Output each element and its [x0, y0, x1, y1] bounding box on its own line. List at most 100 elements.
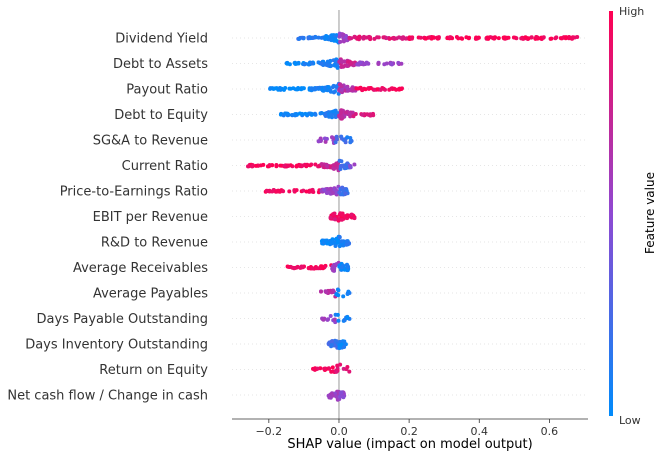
shap-point [523, 35, 528, 40]
shap-point [316, 60, 321, 65]
shap-point [305, 163, 310, 168]
shap-point [300, 35, 305, 40]
shap-point [323, 139, 328, 144]
feature-label: SG&A to Revenue [93, 134, 208, 149]
shap-point [326, 190, 331, 195]
x-axis-title: SHAP value (impact on model output) [287, 437, 532, 452]
shap-point [339, 265, 344, 270]
shap-point [392, 86, 397, 91]
shap-point [334, 394, 339, 399]
shap-point [246, 164, 250, 169]
shap-point [341, 395, 346, 400]
shap-point [268, 86, 273, 91]
shap-point [376, 62, 381, 66]
shap-point [333, 163, 338, 168]
shap-point [339, 390, 344, 395]
shap-point [328, 314, 333, 318]
shap-point [354, 86, 359, 91]
shap-point [368, 86, 373, 90]
shap-point [306, 266, 311, 271]
shap-point [314, 266, 319, 271]
shap-point [311, 366, 315, 371]
shap-point [332, 217, 337, 222]
shap-point [567, 35, 572, 39]
shap-point [344, 110, 349, 115]
colorbar-high-label: High [619, 5, 644, 18]
shap-point [339, 164, 344, 168]
shap-point [282, 87, 286, 92]
shap-point [310, 112, 315, 117]
shap-point [339, 134, 344, 139]
shap-point [334, 137, 339, 142]
shap-point [332, 63, 337, 68]
shap-point [378, 87, 383, 92]
shap-point [284, 111, 289, 116]
shap-point [340, 64, 345, 69]
shap-point [345, 64, 350, 68]
feature-label: Days Inventory Outstanding [25, 338, 208, 353]
shap-point [382, 62, 387, 67]
shap-point [486, 35, 491, 40]
shap-point [333, 338, 337, 343]
shap-point [430, 35, 435, 40]
shap-point [324, 290, 329, 295]
x-tick-label: −0.2 [255, 425, 282, 438]
shap-point [418, 35, 423, 40]
shap-point [366, 61, 371, 66]
shap-point [313, 35, 318, 40]
shap-point [333, 37, 337, 42]
shap-point [303, 111, 308, 116]
shap-point [349, 61, 354, 66]
shap-point [329, 342, 334, 347]
shap-point [311, 190, 316, 194]
shap-point [287, 189, 292, 194]
shap-point [549, 36, 554, 41]
shap-point [348, 165, 353, 170]
shap-point [357, 34, 362, 39]
shap-point [264, 188, 269, 193]
shap-point [334, 262, 339, 267]
shap-point [345, 135, 350, 140]
feature-label: Debt to Assets [113, 57, 208, 72]
shap-point [344, 242, 349, 247]
shap-point [332, 317, 337, 322]
shap-point [339, 342, 344, 347]
shap-point [399, 87, 404, 91]
shap-point [306, 62, 311, 67]
shap-point [329, 112, 334, 117]
shap-point [337, 235, 342, 240]
shap-point [282, 163, 287, 168]
shap-point [293, 61, 298, 66]
shap-point [409, 36, 414, 41]
feature-label: R&D to Revenue [101, 236, 208, 251]
shap-point [339, 87, 344, 92]
shap-point [336, 288, 341, 293]
shap-point [271, 86, 276, 91]
shap-point [558, 36, 563, 41]
shap-point [330, 135, 334, 140]
shap-point [295, 264, 300, 269]
shap-point [277, 86, 282, 90]
shap-point [328, 88, 333, 93]
shap-point [296, 86, 301, 91]
shap-point [456, 36, 461, 41]
colorbar-low-label: Low [619, 414, 641, 427]
shap-point [340, 185, 345, 190]
shap-point [352, 216, 357, 221]
shap-point [360, 88, 365, 93]
shap-point [310, 61, 315, 66]
shap-point [294, 188, 299, 193]
shap-point [381, 35, 386, 40]
shap-point [348, 140, 353, 145]
shap-point [496, 36, 501, 41]
shap-point [348, 136, 353, 140]
shap-point [322, 187, 327, 192]
shap-point [331, 83, 336, 88]
shap-point [347, 36, 352, 41]
shap-point [326, 85, 331, 90]
shap-point [330, 339, 334, 344]
shap-point [322, 136, 327, 141]
shap-point [328, 215, 333, 220]
x-tick-label: 0.2 [400, 425, 418, 438]
shap-point [392, 36, 397, 41]
